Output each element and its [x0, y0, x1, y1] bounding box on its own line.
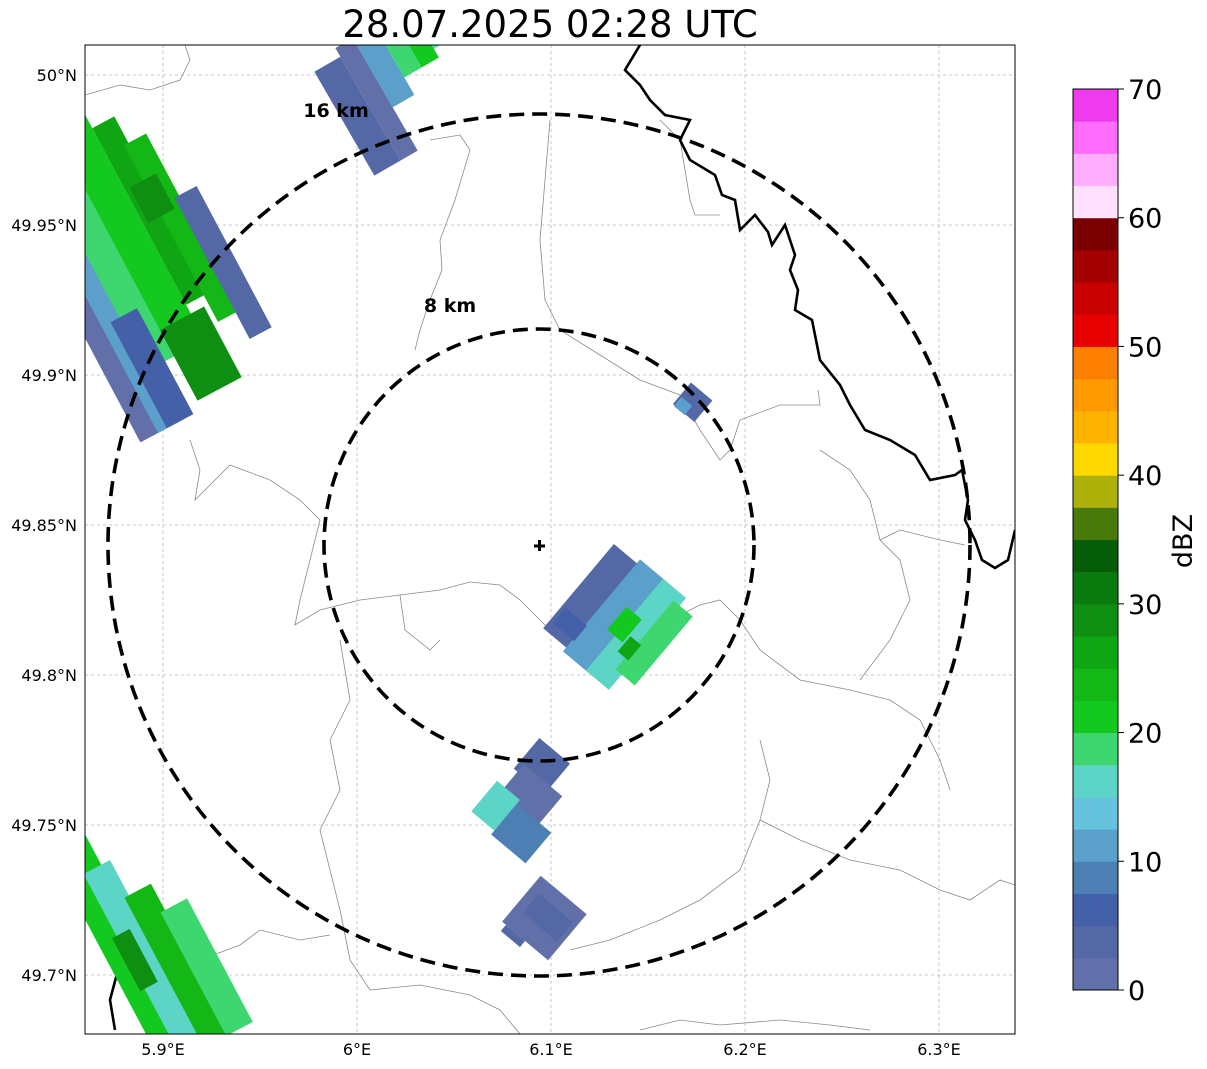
colorbar-frame [1072, 88, 1119, 991]
colorbar-band [1073, 410, 1118, 444]
colorbar-band [1073, 442, 1118, 476]
echo-small-northeast [672, 382, 713, 422]
lat-tick-label: 49.75°N [11, 816, 77, 835]
colorbar-band [1073, 153, 1118, 187]
colorbar-tick-label: 20 [1128, 719, 1162, 750]
colorbar-band [1073, 378, 1118, 412]
colorbar-band [1073, 764, 1118, 798]
map-title: 28.07.2025 02:28 UTC [342, 3, 757, 46]
colorbar-label: dBZ [1168, 514, 1199, 568]
range-rings [106, 112, 972, 978]
lat-tick-label: 50°N [37, 66, 77, 85]
range-ring-16km [106, 112, 972, 978]
lon-tick-label: 6.3°E [917, 1040, 961, 1059]
lon-tick-label: 6.2°E [723, 1040, 767, 1059]
colorbar-tick-label: 60 [1128, 204, 1162, 235]
colorbar-bands [1073, 89, 1118, 991]
colorbar-tick-label: 70 [1128, 75, 1162, 106]
lat-tick-label: 49.85°N [11, 516, 77, 535]
colorbar-tick-label: 50 [1128, 332, 1162, 363]
colorbar-band [1073, 346, 1118, 380]
echo-cluster-south [471, 737, 571, 864]
colorbar-band [1073, 700, 1118, 734]
colorbar-band [1073, 668, 1118, 701]
colorbar-band [1073, 732, 1118, 766]
colorbar-band [1073, 507, 1118, 540]
colorbar-band [1073, 539, 1118, 573]
colorbar-band [1073, 957, 1118, 991]
ring-label-8km: 8 km [424, 295, 476, 317]
colorbar-band [1073, 89, 1118, 122]
lon-tick-label: 6°E [343, 1040, 371, 1059]
colorbar-band [1073, 121, 1118, 154]
map-area: 8 km 16 km [85, 45, 1015, 1034]
colorbar-band [1073, 185, 1118, 219]
colorbar-band [1073, 314, 1118, 347]
colorbar-band [1073, 475, 1118, 508]
lat-tick-label: 49.95°N [11, 216, 77, 235]
colorbar-tick-label: 0 [1128, 976, 1145, 1007]
lat-axis: 50°N 49.95°N 49.9°N 49.85°N 49.8°N 49.75… [11, 66, 77, 985]
colorbar-band [1073, 603, 1118, 637]
colorbar-band [1073, 282, 1118, 315]
lat-tick-label: 49.8°N [21, 666, 77, 685]
lon-tick-label: 5.9°E [141, 1040, 185, 1059]
colorbar-band [1073, 636, 1118, 669]
colorbar-tick-label: 30 [1128, 590, 1162, 621]
graticule [85, 45, 1015, 1034]
colorbar-band [1073, 217, 1118, 251]
echo-cluster-central [543, 543, 693, 690]
range-ring-8km [322, 327, 756, 763]
colorbar-band [1073, 571, 1118, 605]
ring-label-16km: 16 km [303, 100, 369, 122]
lat-tick-label: 49.7°N [21, 966, 77, 985]
echo-cluster-far-south [500, 875, 587, 961]
colorbar-band [1073, 861, 1118, 894]
colorbar-band [1073, 796, 1118, 830]
lon-tick-label: 6.1°E [529, 1040, 573, 1059]
map-frame [84, 44, 1016, 1035]
colorbar-band [1073, 925, 1118, 959]
colorbar-band [1073, 893, 1118, 927]
colorbar-ticks: 0 10 20 30 40 50 60 70 [1118, 75, 1162, 1007]
colorbar-band [1073, 829, 1118, 862]
lon-axis: 5.9°E 6°E 6.1°E 6.2°E 6.3°E [141, 1040, 961, 1059]
colorbar-tick-label: 10 [1128, 847, 1162, 878]
colorbar: 0 10 20 30 40 50 60 70 dBZ [1072, 75, 1199, 1007]
radar-site-marker [534, 540, 545, 551]
echo-cluster-west [85, 110, 272, 443]
lat-tick-label: 49.9°N [21, 366, 77, 385]
colorbar-band [1073, 249, 1118, 283]
colorbar-tick-label: 40 [1128, 461, 1162, 492]
